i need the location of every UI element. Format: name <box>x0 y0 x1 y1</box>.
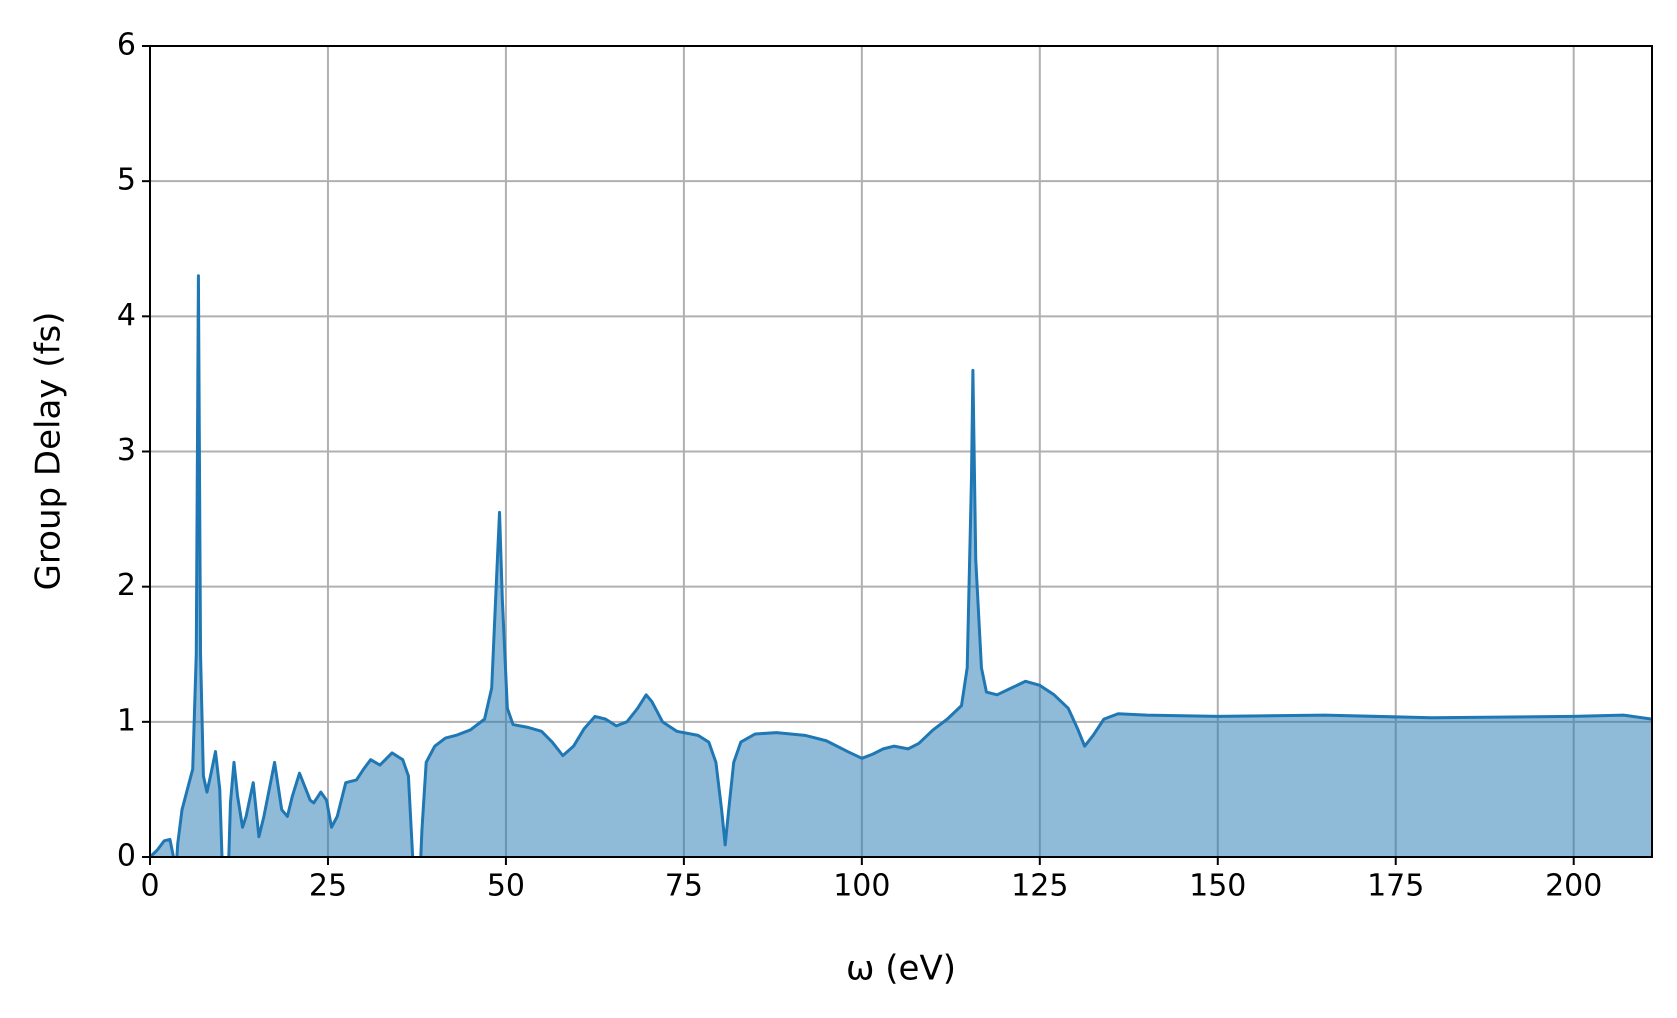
x-tick-label: 75 <box>665 869 703 904</box>
y-tick-label: 6 <box>117 28 136 63</box>
y-tick-label: 3 <box>117 433 136 468</box>
y-tick-label: 2 <box>117 568 136 603</box>
y-tick-label: 5 <box>117 163 136 198</box>
area-fill <box>150 275 1652 857</box>
x-tick-label: 25 <box>309 869 347 904</box>
x-axis-label: ω (eV) <box>846 949 956 989</box>
y-tick-label: 1 <box>117 703 136 738</box>
y-tick-label: 0 <box>117 839 136 874</box>
x-tick-label: 0 <box>140 869 159 904</box>
x-tick-label: 175 <box>1367 869 1424 904</box>
x-tick-label: 200 <box>1545 869 1602 904</box>
y-tick-label: 4 <box>117 298 136 333</box>
plot-area <box>150 274 1652 857</box>
x-tick-label: 150 <box>1189 869 1246 904</box>
x-tick-label: 50 <box>487 869 525 904</box>
ticks: 0 25 50 75 100 125 150 175 200 0 1 2 3 4 5 6 <box>117 28 1602 904</box>
x-tick-label: 125 <box>1011 869 1068 904</box>
x-tick-label: 100 <box>833 869 890 904</box>
y-axis-label: Group Delay (fs) <box>29 312 69 591</box>
series-line <box>150 274 1652 857</box>
